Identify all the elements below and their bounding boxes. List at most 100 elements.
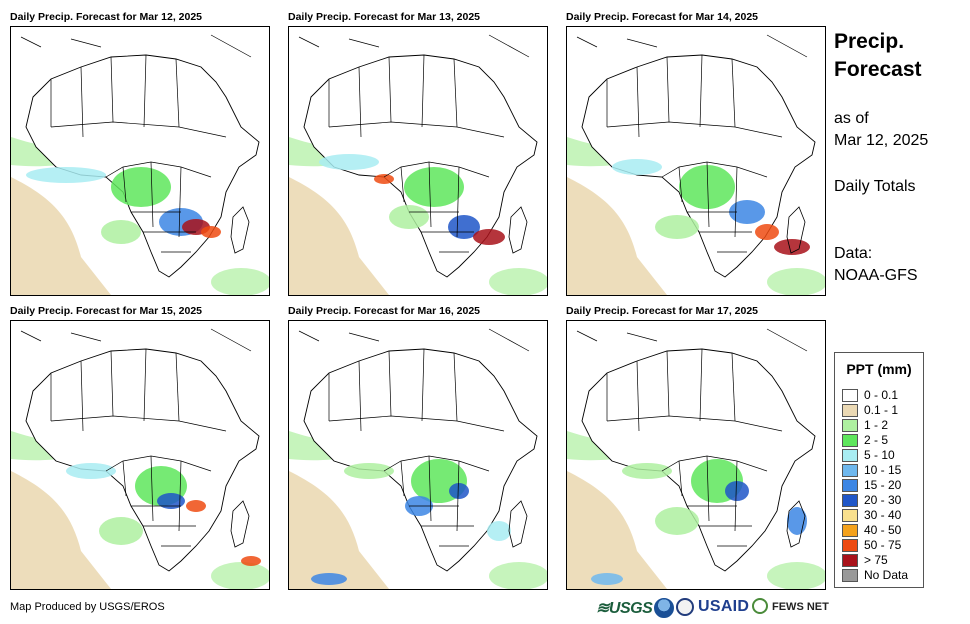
legend-swatch	[842, 509, 858, 522]
country-border	[110, 56, 114, 123]
country-border	[734, 460, 738, 532]
precip-cell	[157, 493, 185, 509]
legend-item: No Data	[842, 569, 908, 582]
sidebar-title-line2: Forecast	[834, 58, 922, 81]
legend-swatch	[842, 389, 858, 402]
map-panel-mar-17: Daily Precip. Forecast for Mar 17, 2025	[566, 302, 826, 591]
usgs-logo: ≋USGS	[596, 600, 653, 617]
precip-cell	[374, 174, 394, 184]
legend-swatch	[842, 434, 858, 447]
precip-cell	[725, 481, 749, 501]
precip-cell	[344, 463, 394, 479]
country-border	[150, 455, 154, 522]
country-border	[734, 166, 738, 238]
country-border	[606, 121, 783, 138]
map-frame	[288, 26, 548, 296]
precip-cell	[591, 573, 623, 585]
country-border	[143, 348, 147, 422]
legend-swatch	[842, 419, 858, 432]
country-border	[50, 121, 227, 138]
legend-item: 2 - 5	[842, 434, 888, 447]
country-border	[328, 415, 505, 432]
precip-cell	[319, 154, 379, 170]
panel-title: Daily Precip. Forecast for Mar 13, 2025	[288, 11, 481, 23]
legend-label: 0 - 0.1	[864, 388, 899, 402]
precip-cell	[774, 239, 810, 255]
precip-map	[567, 328, 825, 589]
country-border	[421, 54, 425, 128]
precip-cell	[755, 224, 779, 240]
precip-cell	[655, 507, 699, 535]
precip-cell	[111, 167, 171, 207]
legend-item: 50 - 75	[842, 539, 901, 552]
country-border	[110, 350, 114, 417]
panel-title: Daily Precip. Forecast for Mar 14, 2025	[566, 11, 759, 23]
panel-title: Daily Precip. Forecast for Mar 17, 2025	[566, 305, 759, 317]
precip-cell	[311, 573, 347, 585]
as-of-label: as of	[834, 110, 869, 127]
noaa-logo-icon	[654, 598, 674, 618]
map-panel-mar-12: Daily Precip. Forecast for Mar 12, 2025	[10, 8, 270, 297]
map-panel-mar-15: Daily Precip. Forecast for Mar 15, 2025	[10, 302, 270, 591]
legend-item: 0.1 - 1	[842, 404, 898, 417]
legend-label: 2 - 5	[864, 433, 889, 447]
madagascar-outline	[508, 500, 528, 548]
country-border	[428, 455, 432, 522]
commerce-seal-icon	[676, 598, 694, 616]
legend-label: 10 - 15	[864, 463, 902, 477]
data-label: Data:	[834, 245, 873, 262]
country-border	[731, 58, 736, 128]
europe-coast	[20, 328, 252, 352]
country-border	[706, 455, 710, 522]
precip-cell	[99, 517, 143, 545]
precip-cell	[201, 226, 221, 238]
dry-region	[11, 471, 111, 589]
madagascar-outline	[230, 500, 250, 548]
legend-item: > 75	[842, 554, 888, 567]
precip-cell	[186, 500, 206, 512]
panel-title: Daily Precip. Forecast for Mar 15, 2025	[10, 305, 203, 317]
country-border	[328, 121, 505, 138]
legend-swatch	[842, 524, 858, 537]
legend-label: 30 - 40	[864, 508, 902, 522]
sidebar-title-line1: Precip.	[834, 30, 905, 53]
light-rain-area	[767, 268, 825, 295]
country-border	[606, 415, 783, 432]
country-border	[122, 460, 127, 497]
country-border	[699, 348, 703, 422]
light-rain-area	[489, 562, 547, 589]
legend-label: No Data	[864, 568, 909, 582]
panel-title: Daily Precip. Forecast for Mar 12, 2025	[10, 11, 203, 23]
country-border	[666, 350, 670, 417]
dry-region	[11, 177, 111, 295]
light-rain-area	[767, 562, 825, 589]
legend-swatch	[842, 449, 858, 462]
europe-coast	[298, 328, 530, 352]
fews-net-logo: FEWS NET	[772, 601, 829, 613]
precip-cell	[622, 463, 672, 479]
country-border	[699, 54, 703, 128]
legend-swatch	[842, 539, 858, 552]
country-border	[421, 348, 425, 422]
map-frame	[566, 26, 826, 296]
legend-label: > 75	[864, 553, 888, 567]
light-rain-area	[211, 562, 269, 589]
precip-cell	[66, 463, 116, 479]
precip-cell	[404, 167, 464, 207]
precip-cell	[679, 165, 735, 209]
country-border	[388, 56, 392, 123]
dry-region	[289, 471, 389, 589]
country-border	[400, 166, 405, 203]
map-panel-mar-16: Daily Precip. Forecast for Mar 16, 2025	[288, 302, 548, 591]
precip-map	[289, 34, 547, 295]
country-border	[175, 352, 180, 422]
legend-swatch	[842, 404, 858, 417]
europe-coast	[576, 34, 808, 58]
legend-item: 10 - 15	[842, 464, 901, 477]
country-border	[50, 415, 227, 432]
map-frame	[10, 26, 270, 296]
country-border	[80, 66, 84, 138]
map-frame	[566, 320, 826, 590]
legend-label: 15 - 20	[864, 478, 902, 492]
